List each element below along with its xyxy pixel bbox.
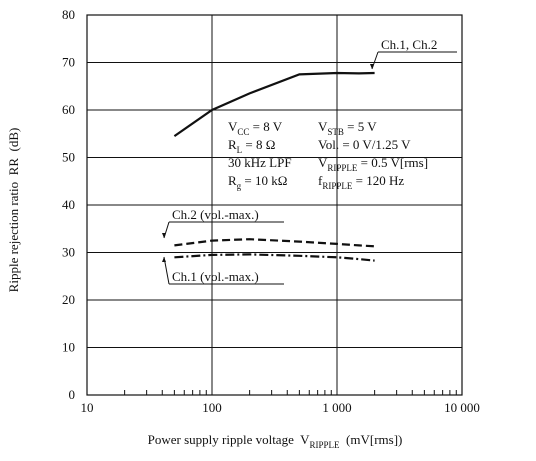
y-tick-label: 60 [62, 102, 75, 117]
text-part: = 120 Hz [352, 173, 404, 188]
text-part: f [318, 173, 323, 188]
text-part: V [318, 155, 328, 170]
text-part: = 5 V [344, 119, 377, 134]
text-part: V [228, 119, 238, 134]
y-tick-label: 50 [62, 150, 75, 165]
text-part: = 8 Ω [242, 137, 275, 152]
annotation: VSTB = 5 V [318, 119, 377, 137]
y-tick-label: 40 [62, 197, 75, 212]
annotation: 30 kHz LPF [228, 155, 292, 170]
data-line [173, 71, 375, 138]
x-tick-label: 10 000 [444, 400, 480, 415]
annotation: VCC = 8 V [228, 119, 283, 137]
subscript: RIPPLE [322, 181, 353, 191]
annotation: fRIPPLE = 120 Hz [318, 173, 404, 191]
data-line [174, 253, 375, 262]
annotation: Rg = 10 kΩ [228, 173, 287, 191]
y-tick-label: 30 [62, 245, 75, 260]
text-part: Vol. = 0 V/1.25 V [318, 137, 411, 152]
y-tick-label: 80 [62, 7, 75, 22]
text-part: Power supply ripple voltage V [148, 432, 310, 447]
subscript: RIPPLE [327, 163, 358, 173]
x-tick-label: 1 000 [322, 400, 351, 415]
text-part: R [228, 137, 237, 152]
subscript: g [237, 181, 242, 191]
x-tick-label: 10 [81, 400, 94, 415]
annotation: RL = 8 Ω [228, 137, 275, 155]
series-label: Ch.1, Ch.2 [381, 37, 437, 52]
annotation: VRIPPLE = 0.5 V[rms] [318, 155, 428, 173]
text-part: = 10 kΩ [241, 173, 287, 188]
y-tick-label: 0 [69, 387, 76, 402]
y-tick-label: 70 [62, 55, 75, 70]
text-part: R [228, 173, 237, 188]
subscript: CC [237, 127, 249, 137]
leader-arrow [162, 257, 166, 262]
data-line [174, 238, 375, 248]
series-label: Ch.1 (vol.-max.) [172, 269, 259, 284]
text-part: 30 kHz LPF [228, 155, 292, 170]
y-axis-label: Ripple rejection ratio RR (dB) [6, 128, 21, 293]
subscript: L [237, 145, 243, 155]
series-label: Ch.2 (vol.-max.) [172, 207, 259, 222]
subscript: STB [327, 127, 344, 137]
x-axis-label: Power supply ripple voltage VRIPPLE (mV[… [148, 432, 403, 450]
annotation: Vol. = 0 V/1.25 V [318, 137, 411, 152]
leader-arrow [162, 233, 166, 238]
text-part: V [318, 119, 328, 134]
text-part: = 0.5 V[rms] [357, 155, 428, 170]
x-tick-label: 100 [202, 400, 222, 415]
text-part: (mV[rms]) [340, 432, 403, 447]
leader-arrow [370, 64, 374, 69]
plot-frame [86, 14, 463, 396]
text-part: = 8 V [249, 119, 282, 134]
y-tick-label: 10 [62, 340, 75, 355]
subscript: RIPPLE [310, 440, 341, 450]
y-tick-label: 20 [62, 292, 75, 307]
